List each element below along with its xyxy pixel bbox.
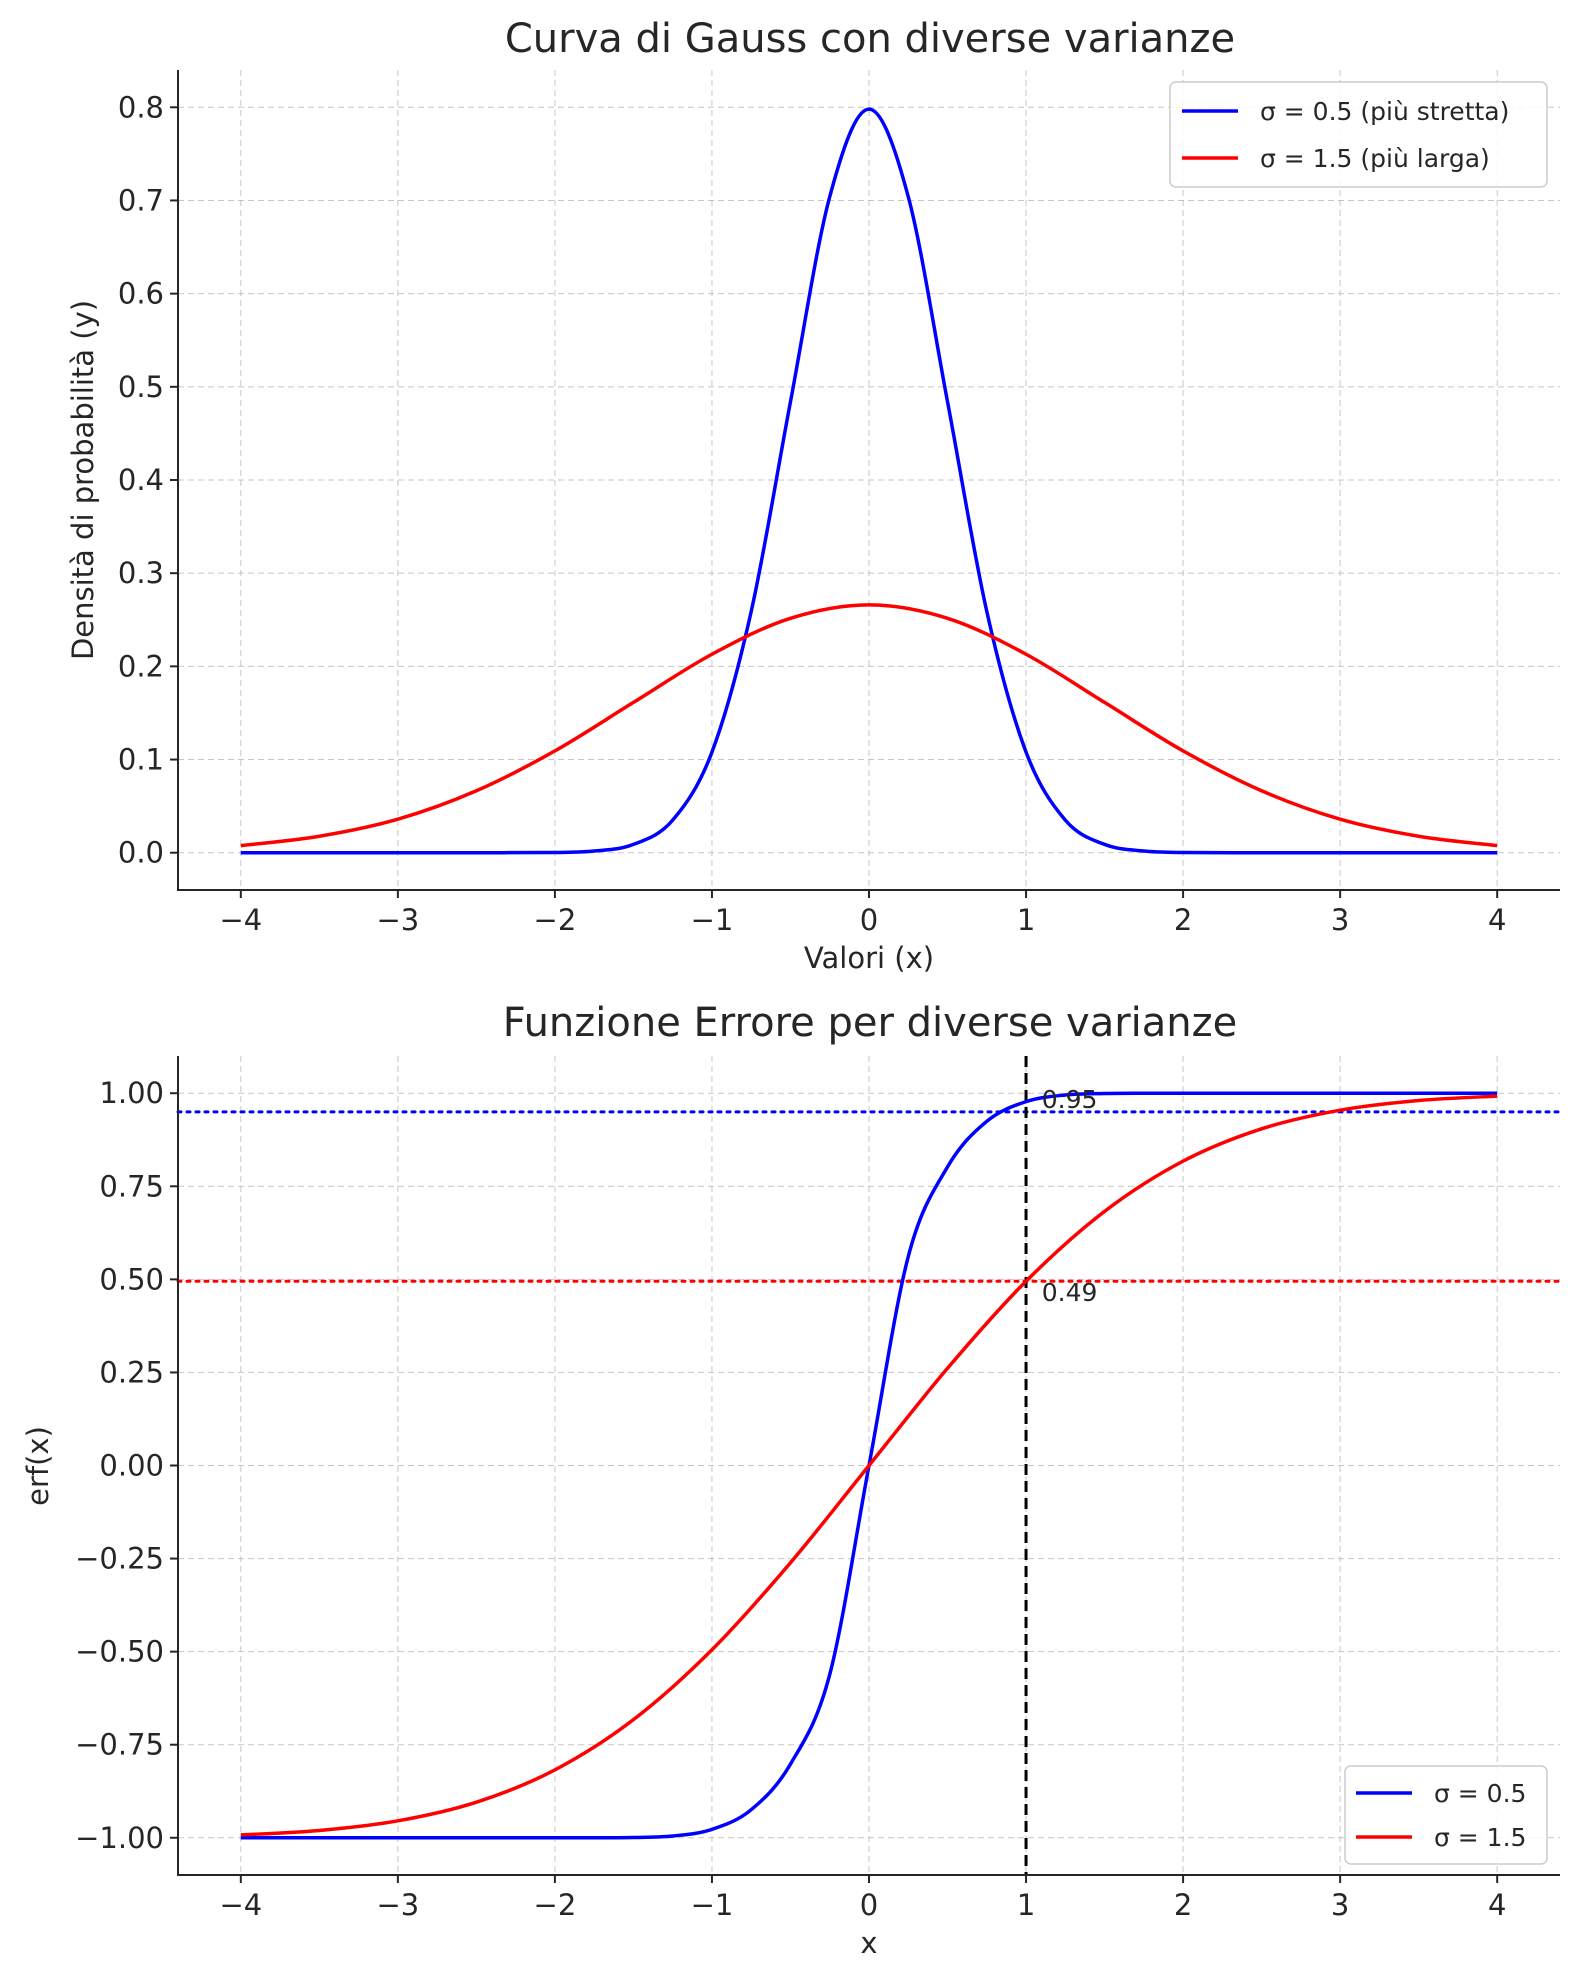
erf-y-tick-label: 0.75 (99, 1169, 164, 1203)
erf-y-tick-label: 0.50 (99, 1262, 164, 1296)
erf-x-tick-label: −2 (534, 1888, 577, 1922)
gaussian-y-tick-label: 0.2 (118, 649, 164, 683)
gaussian-grid (178, 70, 1560, 890)
gaussian-y-axis-label: Densità di probabilità (y) (66, 300, 100, 660)
erf-x-tick-label: 4 (1488, 1888, 1506, 1922)
gaussian-x-tick-label: −3 (376, 903, 419, 937)
gaussian-y-tick-label: 0.6 (118, 277, 164, 311)
gaussian-x-tick-label: 3 (1331, 903, 1349, 937)
gaussian-x-tick-label: 0 (860, 903, 878, 937)
gaussian-series-line-0 (240, 107, 1498, 855)
gaussian-y-tick-label: 0.4 (118, 463, 164, 497)
gaussian-x-ticks: −4 −3 −2 −1 0 1 2 3 4 (219, 890, 1506, 937)
erf-chart-title: Funzione Errore per diverse varianze (503, 1000, 1238, 1046)
erf-y-axis-label: erf(x) (21, 1426, 55, 1506)
gaussian-x-tick-label: −4 (219, 903, 262, 937)
gaussian-series-line-1 (240, 603, 1498, 848)
gaussian-y-tick-label: 0.8 (118, 90, 164, 124)
gaussian-axes-spines (177, 70, 1560, 891)
erf-x-tick-label: 3 (1331, 1888, 1349, 1922)
gaussian-series (240, 107, 1498, 855)
gaussian-x-tick-label: 1 (1017, 903, 1035, 937)
erf-y-ticks: −1.00 −0.75 −0.50 −0.25 0.00 0.25 0.50 0.75 1.00 (75, 1076, 178, 1855)
gaussian-x-tick-label: 2 (1174, 903, 1192, 937)
gaussian-y-tick-label: 0.0 (118, 836, 164, 870)
erf-x-tick-label: 1 (1017, 1888, 1035, 1922)
erf-y-tick-label: −0.25 (75, 1542, 164, 1576)
gaussian-legend-label-narrow: σ = 0.5 (più stretta) (1260, 97, 1509, 126)
gaussian-y-ticks: 0.0 0.1 0.2 0.3 0.4 0.5 0.6 0.7 0.8 (118, 90, 178, 870)
erf-y-tick-label: 0.00 (99, 1449, 164, 1483)
erf-legend-label-narrow: σ = 0.5 (1434, 1779, 1526, 1808)
erf-x-tick-label: −3 (376, 1888, 419, 1922)
gaussian-x-tick-label: 4 (1488, 903, 1506, 937)
erf-y-tick-label: −0.75 (75, 1728, 164, 1762)
erf-x-axis-label: x (860, 1926, 877, 1960)
erf-x-tick-label: 2 (1174, 1888, 1192, 1922)
gaussian-legend-label-wide: σ = 1.5 (più larga) (1260, 144, 1490, 173)
gaussian-legend-box (1169, 81, 1548, 188)
erf-y-tick-label: −1.00 (75, 1821, 164, 1855)
erf-x-ticks: −4 −3 −2 −1 0 1 2 3 4 (219, 1875, 1506, 1922)
gaussian-x-tick-label: −1 (691, 903, 734, 937)
erf-axes-spines (177, 1056, 1560, 1876)
erf-series-line-1 (240, 1094, 1498, 1837)
erf-chart: Funzione Errore per diverse varianze −4−… (21, 1000, 1562, 1960)
erf-annotation-blue: 0.95 (1042, 1085, 1098, 1114)
erf-y-tick-label: 1.00 (99, 1076, 164, 1110)
erf-annotation-red: 0.49 (1042, 1278, 1098, 1307)
erf-legend-label-wide: σ = 1.5 (1434, 1823, 1526, 1852)
gaussian-y-tick-label: 0.5 (118, 370, 164, 404)
erf-x-tick-label: −1 (691, 1888, 734, 1922)
erf-y-tick-label: 0.25 (99, 1355, 164, 1389)
gaussian-chart: Curva di Gauss con diverse varianze −4 −3… (66, 16, 1560, 975)
gaussian-y-tick-label: 0.1 (118, 743, 164, 777)
gaussian-y-tick-label: 0.3 (118, 556, 164, 590)
erf-series (240, 1091, 1498, 1840)
gaussian-legend: σ = 0.5 (più stretta) σ = 1.5 (più larga… (1169, 81, 1548, 188)
gaussian-x-axis-label: Valori (x) (804, 941, 934, 975)
erf-legend-box (1344, 1765, 1548, 1865)
gaussian-y-tick-label: 0.7 (118, 183, 164, 217)
gaussian-x-tick-label: −2 (534, 903, 577, 937)
erf-y-tick-label: −0.50 (75, 1635, 164, 1669)
gaussian-chart-title: Curva di Gauss con diverse varianze (505, 16, 1235, 62)
erf-x-tick-label: 0 (860, 1888, 878, 1922)
erf-legend: σ = 0.5 σ = 1.5 (1344, 1765, 1548, 1865)
erf-x-tick-label: −4 (219, 1888, 262, 1922)
